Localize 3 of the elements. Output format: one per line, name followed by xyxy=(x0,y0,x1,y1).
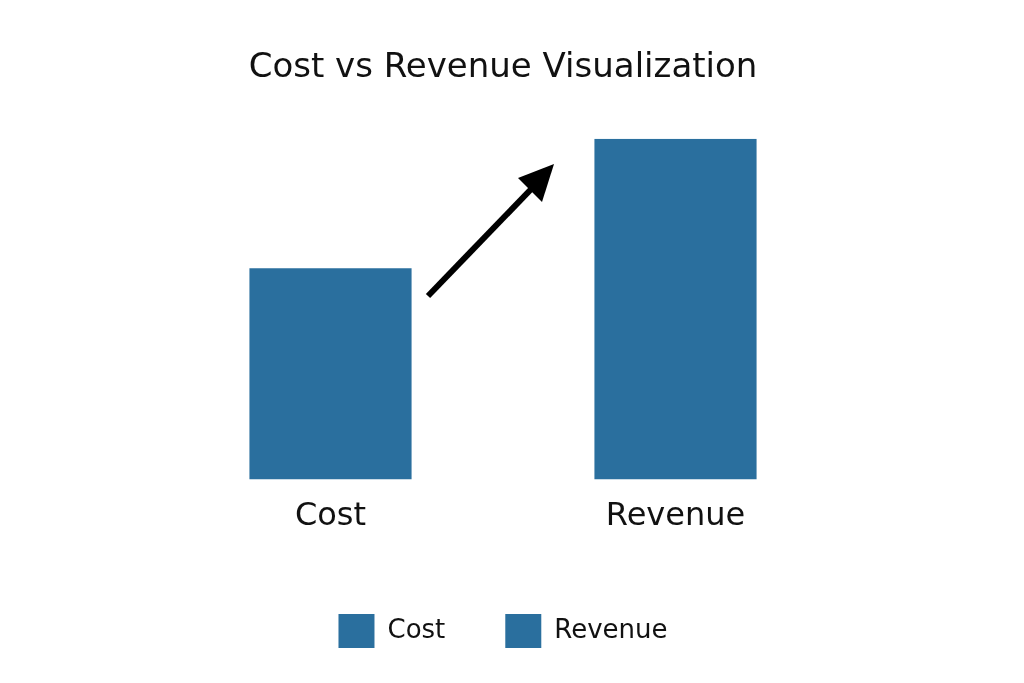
legend-label: Revenue xyxy=(554,613,668,644)
legend-label: Cost xyxy=(387,613,446,644)
chart-title: Cost vs Revenue Visualization xyxy=(248,45,758,86)
